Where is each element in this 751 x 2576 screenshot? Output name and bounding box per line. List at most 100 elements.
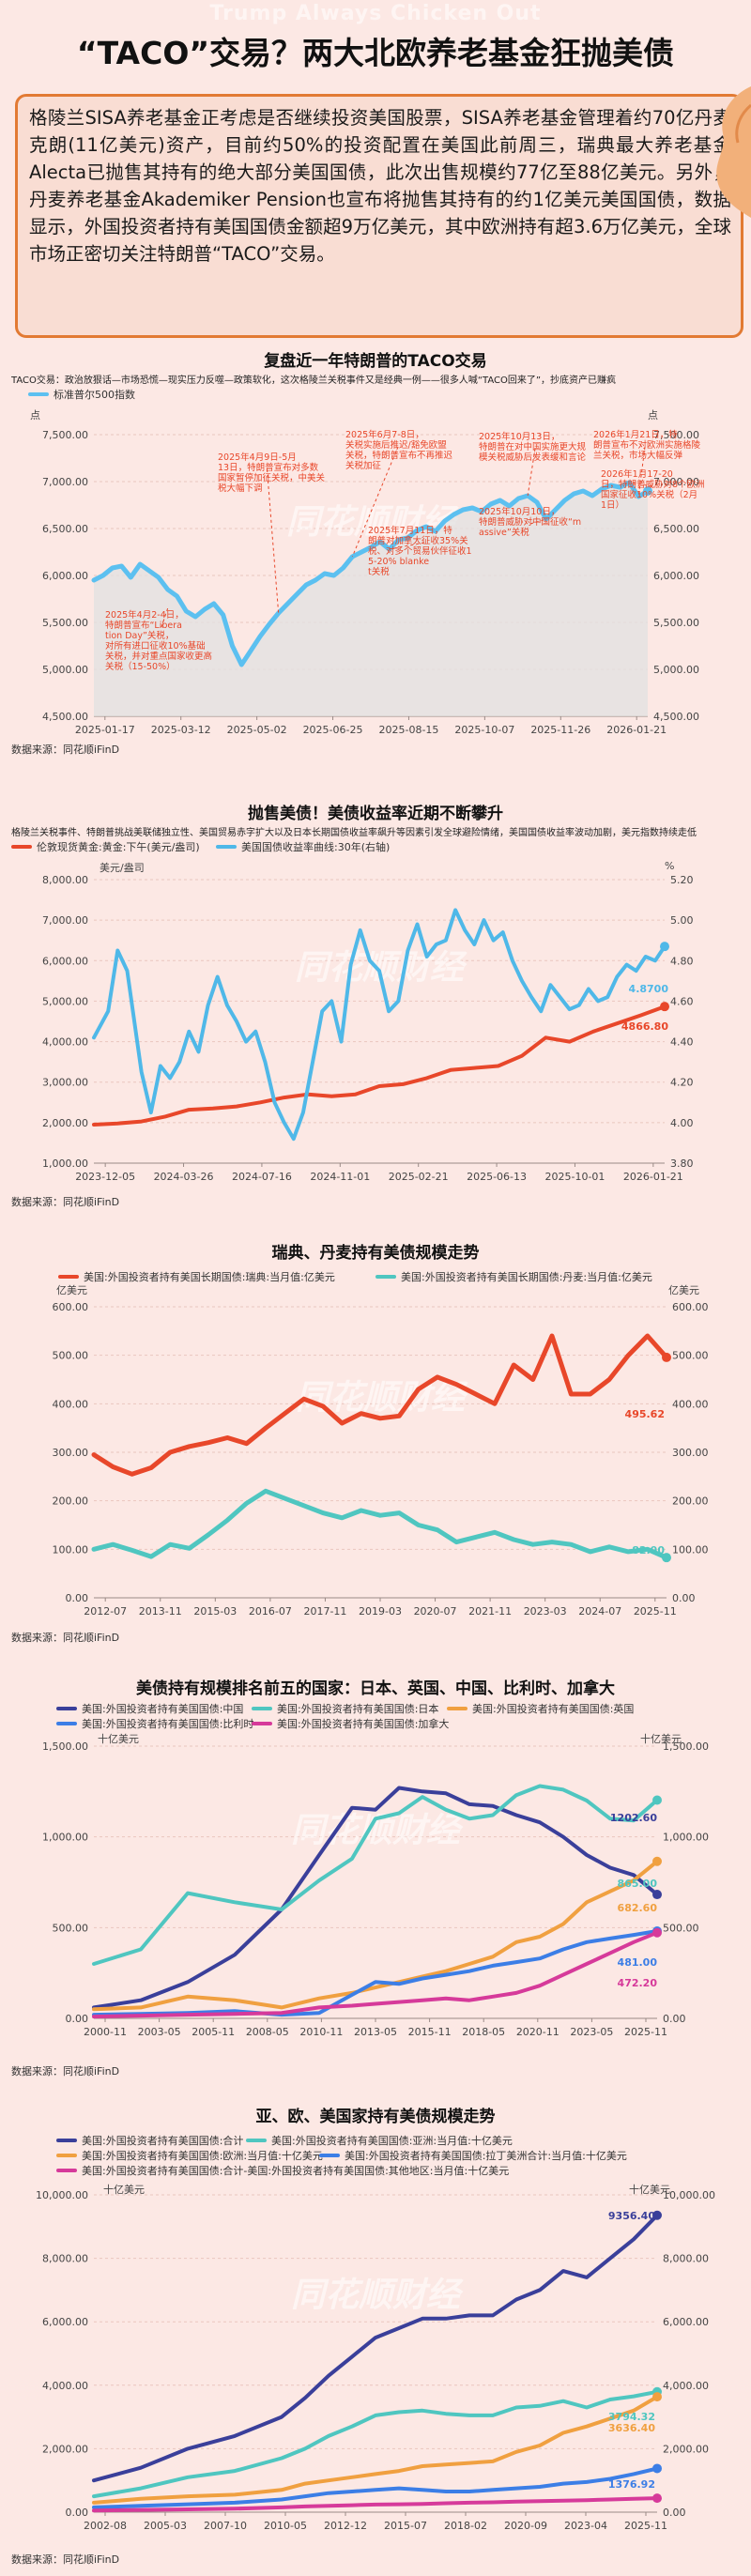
legend-item[interactable]: 美国:外国投资者持有美国国债:日本 xyxy=(252,1701,438,1716)
legend-item[interactable]: 美国:外国投资者持有美国国债:加拿大 xyxy=(252,1716,449,1731)
legend-item[interactable]: 美国:外国投资者持有美国国债:比利时 xyxy=(56,1716,253,1731)
annotation-line: 2025年10月10日， xyxy=(479,506,559,517)
x-tick-label: 2007-10 xyxy=(204,2520,247,2532)
annotation-line: 关税实施后推迟/豁免欧盟 xyxy=(345,439,447,451)
right-unit: 点 xyxy=(648,409,658,422)
x-tick-label: 2003-05 xyxy=(138,2026,181,2038)
legend-label: 美国:外国投资者持有美国国债:拉丁美洲合计:当月值:十亿美元 xyxy=(345,2150,627,2162)
chart-title: 亚、欧、美国家持有美债规模走势 xyxy=(255,2108,496,2126)
legend-item[interactable]: 美国:外国投资者持有美国长期国债:丹麦:当月值:亿美元 xyxy=(376,1269,652,1284)
series-end-point xyxy=(652,1795,662,1805)
x-tick-label: 2025-05-02 xyxy=(227,724,287,736)
y-tick-label-left: 8,000.00 xyxy=(42,874,88,886)
series-end-point xyxy=(662,1352,671,1362)
y-tick-label-right: 4.20 xyxy=(670,1077,694,1089)
y-tick-label-left: 6,000.00 xyxy=(42,955,88,967)
legend-label: 美国:外国投资者持有美国国债:中国 xyxy=(82,1703,244,1715)
y-tick-label-left: 5,000.00 xyxy=(42,664,88,676)
y-tick-label-left: 1,000.00 xyxy=(42,1832,88,1844)
y-tick-label-left: 600.00 xyxy=(53,1301,89,1313)
legend-item[interactable]: 伦敦现货黄金:黄金:下午(美元/盎司) xyxy=(11,839,200,854)
legend-label: 美国:外国投资者持有美国国债:亚洲:当月值:十亿美元 xyxy=(271,2135,513,2147)
last-value-label: 3636.40 xyxy=(608,2422,655,2434)
legend-item[interactable]: 美国:外国投资者持有美国国债:亚洲:当月值:十亿美元 xyxy=(246,2133,513,2148)
panel-sp500: 复盘近一年特朗普的TACO交易 TACO交易：政治放狠话—市场恐慌—现实压力反噬… xyxy=(0,336,751,766)
mascot-decoration xyxy=(716,86,751,218)
last-value-label: 472.20 xyxy=(618,1977,658,1989)
annotation-text: 2025年6月7-8日，关税实施后推迟/豁免欧盟关税，特朗普宣布不再推迟关税加征 xyxy=(345,429,453,471)
y-tick-label-left: 2,000.00 xyxy=(42,2443,88,2455)
x-tick-label: 2018-05 xyxy=(462,2026,505,2038)
legend-label: 标准普尔500指数 xyxy=(54,389,135,401)
source-note: 数据来源：同花顺iFinD xyxy=(11,2553,120,2566)
x-tick-label: 2023-04 xyxy=(564,2520,607,2532)
annotation-line: 2025年6月7-8日， xyxy=(345,429,424,440)
x-tick-label: 2025-10-07 xyxy=(454,724,514,736)
legend-item[interactable]: 美国国债收益率曲线:30年(右轴) xyxy=(216,839,390,854)
y-tick-label-right: 4.60 xyxy=(670,995,694,1007)
series-end-point xyxy=(660,1002,669,1012)
x-tick-label: 2024-11-01 xyxy=(310,1171,370,1183)
last-value-label: 682.60 xyxy=(618,1902,658,1914)
legend-label: 美国:外国投资者持有美国长期国债:瑞典:当月值:亿美元 xyxy=(84,1271,335,1283)
annotation-line: 模关税威胁后发表缓和言论 xyxy=(479,452,587,463)
legend-item[interactable]: 美国:外国投资者持有美国国债:合计-美国:外国投资者持有美国国债:其他地区:当月… xyxy=(56,2163,509,2178)
last-value-label: 3794.32 xyxy=(608,2411,655,2423)
series-end-point xyxy=(652,2210,662,2220)
y-tick-label-left: 6,500.00 xyxy=(42,523,88,535)
legend-swatch xyxy=(216,845,237,849)
legend-item[interactable]: 美国:外国投资者持有美国国债:中国 xyxy=(56,1701,243,1716)
y-tick-label-right: 7,000.00 xyxy=(653,476,699,488)
y-tick-label-left: 500.00 xyxy=(53,1350,89,1362)
legend-item[interactable]: 美国:外国投资者持有美国国债:英国 xyxy=(447,1701,634,1716)
series-line-拉丁美洲 xyxy=(92,2466,659,2509)
series-line-瑞典 xyxy=(91,1333,669,1477)
y-tick-label-right: 3.80 xyxy=(670,1158,694,1170)
y-tick-label-left: 0.00 xyxy=(66,2013,89,2025)
annotation-line: 特朗普威胁对中国征收“m xyxy=(479,516,581,528)
legend-swatch xyxy=(28,392,49,396)
legend-swatch xyxy=(252,1722,272,1725)
source-note: 数据来源：同花顺iFinD xyxy=(11,1632,120,1644)
annotation-line: 关税加征 xyxy=(345,460,382,471)
legend-item[interactable]: 美国:外国投资者持有美国国债:拉丁美洲合计:当月值:十亿美元 xyxy=(319,2148,627,2163)
legend-item[interactable]: 标准普尔500指数 xyxy=(28,387,135,402)
x-tick-label: 2025-01-17 xyxy=(75,724,135,736)
x-tick-label: 2012-12 xyxy=(324,2520,367,2532)
legend-item[interactable]: 美国:外国投资者持有美国长期国债:瑞典:当月值:亿美元 xyxy=(58,1269,335,1284)
annotation-line: 税大幅下调 xyxy=(218,483,263,494)
y-tick-label-left: 6,000.00 xyxy=(42,570,88,582)
series-end-point xyxy=(652,2392,662,2402)
x-tick-label: 2000-11 xyxy=(84,2026,127,2038)
legend-swatch xyxy=(11,845,32,849)
legend-label: 伦敦现货黄金:黄金:下午(美元/盎司) xyxy=(37,841,200,853)
y-tick-label-right: 5,500.00 xyxy=(653,617,699,629)
y-tick-label-left: 5,000.00 xyxy=(42,995,88,1007)
legend-swatch xyxy=(447,1707,467,1710)
y-tick-label-right: 5.00 xyxy=(670,914,694,927)
series-line-伦敦现货黄金 xyxy=(92,1004,667,1127)
annotation-connector xyxy=(527,448,536,497)
chart-top5: 0.00 0.00 500.00 500.00 1,000.00 1,000.00 1,50… xyxy=(42,1740,709,2038)
y-tick-label-right: 4.80 xyxy=(670,955,694,967)
legend-label: 美国:外国投资者持有美国长期国债:丹麦:当月值:亿美元 xyxy=(401,1271,652,1283)
y-tick-label-left: 10,000.00 xyxy=(36,2189,88,2201)
annotation-line: t关税 xyxy=(368,566,390,577)
y-tick-label-right: 4,000.00 xyxy=(663,2380,709,2392)
source-note: 数据来源：同花顺iFinD xyxy=(11,1196,120,1208)
source-note: 数据来源：同花顺iFinD xyxy=(11,2065,120,2078)
last-value-label: 82.90 xyxy=(632,1544,665,1556)
y-tick-label-right: 0.00 xyxy=(663,2507,686,2519)
y-tick-label-left: 0.00 xyxy=(66,2507,89,2519)
legend-item[interactable]: 美国:外国投资者持有美国国债:合计 xyxy=(56,2133,243,2148)
legend-label: 美国:外国投资者持有美国国债:加拿大 xyxy=(277,1718,450,1730)
legend-label: 美国:外国投资者持有美国国债:合计 xyxy=(82,2135,244,2147)
annotation-line: 2026年1月17-20 xyxy=(601,468,673,480)
x-tick-label: 2015-07 xyxy=(384,2520,427,2532)
legend-item[interactable]: 美国:外国投资者持有美国国债:欧洲:当月值:十亿美元 xyxy=(56,2148,323,2163)
x-tick-label: 2010-11 xyxy=(299,2026,343,2038)
y-tick-label-right: 1,500.00 xyxy=(663,1740,709,1753)
y-tick-label-right: 6,500.00 xyxy=(653,523,699,535)
annotation-text: 2025年7月11日，特朗普对加拿大征收35%关税、对多个贸易伙伴征收1 5-20… xyxy=(368,525,472,577)
series-end-point xyxy=(660,942,669,952)
